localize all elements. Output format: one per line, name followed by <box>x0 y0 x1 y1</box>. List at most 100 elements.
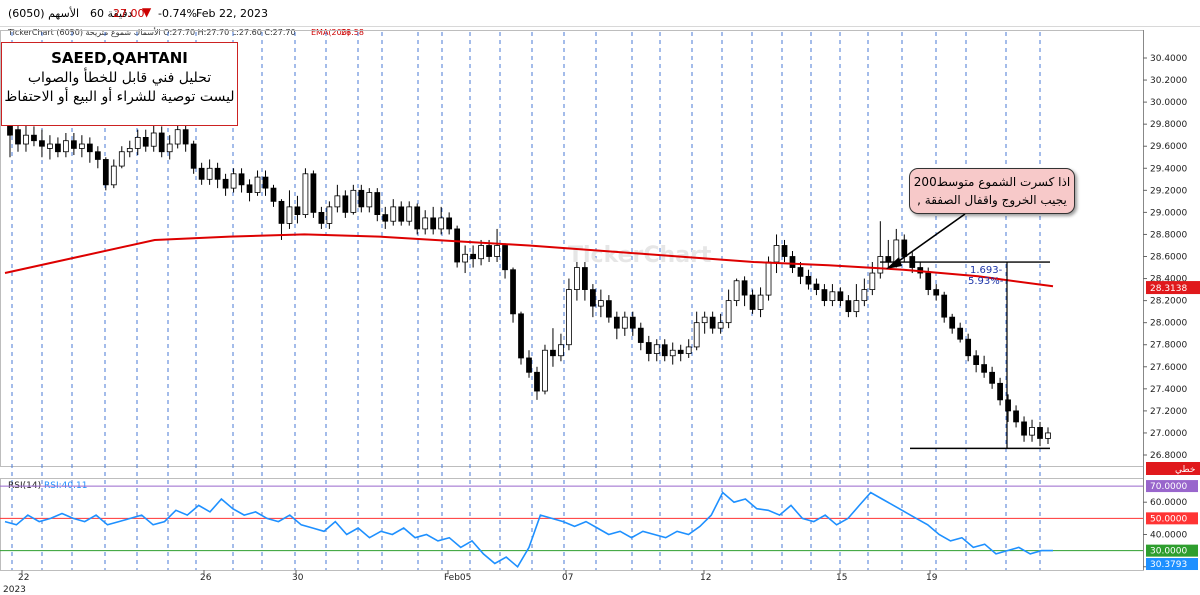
symbol-label[interactable]: الأسهم (6050) <box>8 7 80 20</box>
exit-callout: اذا كسرت الشموع متوسط200 يجيب الخروج واق… <box>909 168 1075 214</box>
candle-body <box>326 206 333 224</box>
rsi-current-tag <box>1146 558 1198 571</box>
candle-body <box>765 261 772 296</box>
y-tick-label: 27.4000 <box>1150 385 1187 395</box>
candle-body <box>861 289 868 302</box>
candle-body <box>566 289 572 346</box>
candle-body <box>262 176 269 189</box>
interval-label[interactable]: 60 دقيقة <box>90 7 133 20</box>
x-tick-label: 26 <box>200 573 212 583</box>
candle-body <box>949 316 956 329</box>
candle-body <box>134 136 141 149</box>
y-tick-label: 30.4000 <box>1150 54 1187 64</box>
candle-body <box>534 371 540 392</box>
candle-body <box>94 151 101 160</box>
candle-body <box>398 206 405 222</box>
rsi-current-label: 30.3793 <box>1150 560 1187 570</box>
candle-body <box>438 217 445 230</box>
y-tick-label: 28.6000 <box>1150 253 1187 263</box>
y-tick-label: 28.0000 <box>1150 319 1187 329</box>
watermark-text: TickerChart <box>568 243 712 268</box>
y-tick-label: 29.6000 <box>1150 142 1187 152</box>
candle-body <box>270 187 277 202</box>
candle-body <box>158 132 165 153</box>
measure-value: 1.693- <box>970 265 1003 276</box>
candle-body <box>142 136 149 147</box>
rsi-level-label: 30.0000 <box>1150 547 1187 557</box>
candle-body <box>542 349 548 392</box>
candle-body <box>877 256 884 274</box>
rsi-y-tick-label: 60.0000 <box>1150 498 1187 508</box>
candle-body <box>925 272 932 290</box>
candle-body <box>989 371 995 384</box>
candle-body <box>430 217 437 230</box>
x-tick-label: 19 <box>926 573 938 583</box>
candle-body <box>126 148 133 153</box>
candle-body <box>981 364 987 373</box>
rsi-level-tag <box>1146 512 1198 525</box>
candle-body <box>685 346 692 354</box>
candle-body <box>597 300 604 307</box>
x-tick-label: 30 <box>292 573 304 583</box>
x-tick-label: 22 <box>18 573 29 583</box>
candle-body <box>302 173 309 215</box>
y-tick-label: 29.4000 <box>1150 164 1187 174</box>
candle-body <box>150 132 157 147</box>
x-tick-label: 07 <box>562 573 573 583</box>
candle-body <box>486 245 492 257</box>
y-tick-label: 27.8000 <box>1150 341 1187 351</box>
year-label: 2023 <box>3 585 26 595</box>
candle-body <box>813 283 820 290</box>
candle-body <box>789 256 796 268</box>
callout-line-1: اذا كسرت الشموع متوسط200 <box>913 175 1071 189</box>
rsi-y-tick-label: 40.0000 <box>1150 530 1187 540</box>
type-tag-label: خطي <box>1175 465 1195 475</box>
rsi-level-tag <box>1146 480 1198 493</box>
y-tick-label: 28.4000 <box>1150 275 1187 285</box>
candle-body <box>733 280 740 302</box>
candle-body <box>390 206 397 222</box>
candle-body <box>574 267 580 290</box>
candle-body <box>709 316 716 329</box>
y-tick-label: 29.0000 <box>1150 208 1187 218</box>
candle-body <box>741 280 748 296</box>
candle-body <box>15 129 21 145</box>
change-pct: -0.74% <box>158 7 197 20</box>
y-tick-label: 28.2000 <box>1150 297 1187 307</box>
rsi-level-tag <box>1146 544 1198 557</box>
candle-body <box>286 206 293 224</box>
candle-body <box>805 275 812 285</box>
candle-body <box>821 289 828 302</box>
candle-body <box>31 134 37 142</box>
candle-body <box>238 173 245 186</box>
candle-body <box>550 349 556 357</box>
candle-body <box>118 151 125 167</box>
candle-body <box>350 189 357 213</box>
candle-body <box>725 300 732 324</box>
candle-body <box>214 167 221 180</box>
candle-body <box>997 382 1003 401</box>
candle-body <box>318 211 325 224</box>
disclaimer-line-1: تحليل فني قابل للخطأ والصواب <box>27 70 212 86</box>
candle-body <box>933 289 940 296</box>
candle-body <box>901 239 908 257</box>
candle-body <box>661 344 668 357</box>
candle-body <box>526 357 532 373</box>
candle-body <box>717 322 724 329</box>
candle-body <box>63 140 69 153</box>
candle-body <box>797 267 804 277</box>
candle-body <box>621 316 628 329</box>
candle-body <box>845 300 852 313</box>
candle-body <box>294 206 301 215</box>
candle-body <box>701 316 708 324</box>
candle-body <box>358 189 365 208</box>
candle-body <box>462 253 468 263</box>
candle-body <box>198 167 205 180</box>
y-tick-label: 26.8000 <box>1150 451 1187 461</box>
candle-body <box>206 167 213 180</box>
candle-body <box>837 291 844 302</box>
x-tick-label: 12 <box>700 573 711 583</box>
candle-body <box>502 245 508 271</box>
candle-body <box>23 134 29 145</box>
